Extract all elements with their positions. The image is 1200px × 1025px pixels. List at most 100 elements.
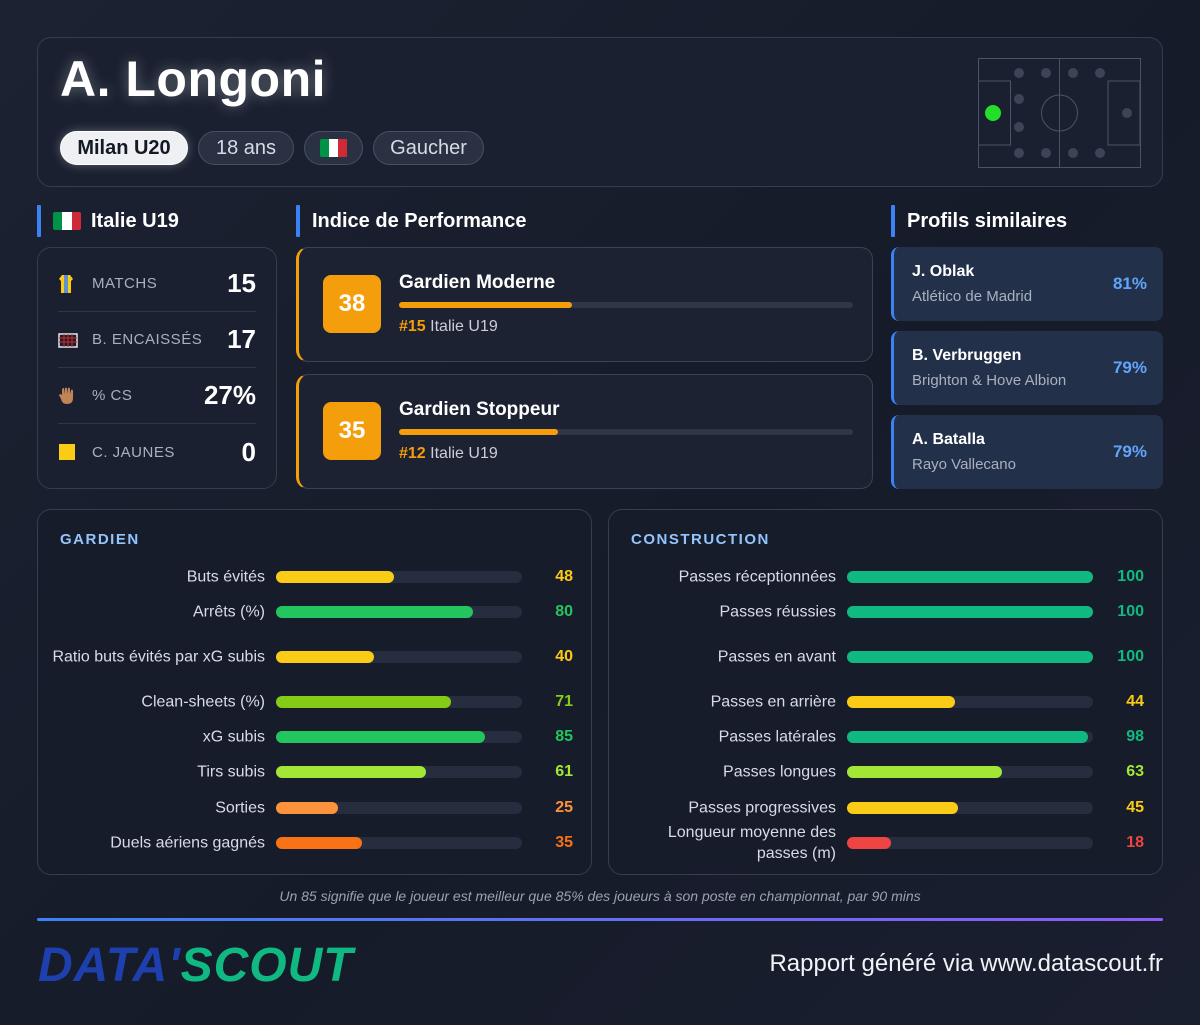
performance-rank: #12 Italie U19 (399, 445, 498, 462)
metric-row: Passes longues 63 (609, 750, 1164, 794)
metric-value: 80 (555, 603, 573, 620)
metric-row: Sorties 25 (38, 786, 593, 830)
metric-row: Tirs subis 61 (38, 750, 593, 794)
metric-label: Passes réussies (719, 603, 837, 621)
similar-profiles-title: Profils similaires (891, 205, 1067, 237)
metric-row: Passes réussies 100 (609, 590, 1164, 634)
metric-bar (847, 696, 1093, 708)
metric-value: 44 (1126, 693, 1144, 710)
performance-title: Indice de Performance (296, 205, 527, 237)
similar-player-club: Brighton & Hove Albion (912, 372, 1067, 389)
similar-player-name: B. Verbruggen (912, 347, 1022, 364)
metric-value: 45 (1126, 799, 1144, 816)
metric-row: Passes en arrière 44 (609, 680, 1164, 724)
metric-label: Passes longues (723, 763, 836, 781)
metric-bar-fill (276, 571, 395, 583)
metric-label: Buts évités (186, 568, 265, 586)
metric-bar-fill (276, 766, 427, 778)
player-name: A. Longoni (60, 51, 327, 107)
stat-row-clean-sheets: % CS 27% (58, 368, 256, 424)
similar-profile-card[interactable]: J. Oblak Atlético de Madrid 81% (891, 247, 1163, 321)
metric-label: Longueur moyenne des passes (m) (667, 824, 836, 862)
glove-icon (58, 386, 80, 406)
metric-row: Arrêts (%) 80 (38, 590, 593, 634)
national-stats-card: MATCHS 15 B. ENCAISSÉS 17 % CS 27% C. JA… (37, 247, 277, 489)
metric-value: 25 (555, 799, 573, 816)
metric-row: xG subis 85 (38, 715, 593, 759)
similar-profile-card[interactable]: A. Batalla Rayo Vallecano 79% (891, 415, 1163, 489)
metric-bar-fill (847, 766, 1002, 778)
metric-value: 100 (1117, 648, 1144, 665)
club-chip: Milan U20 (60, 131, 188, 165)
footnote: Un 85 signifie que le joueur est meilleu… (279, 888, 921, 904)
panel-title: CONSTRUCTION (631, 531, 770, 548)
metric-row: Duels aériens gagnés 35 (38, 821, 593, 865)
metric-row: Clean-sheets (%) 71 (38, 680, 593, 724)
metric-bar (276, 837, 522, 849)
footer-divider (37, 918, 1163, 921)
metric-value: 100 (1117, 568, 1144, 585)
metric-bar (276, 766, 522, 778)
construction-panel: CONSTRUCTION Passes réceptionnées 100 Pass… (608, 509, 1163, 875)
performance-card: 38 Gardien Moderne #15 Italie U19 (296, 247, 873, 362)
metric-value: 85 (555, 728, 573, 745)
metric-row: Longueur moyenne des passes (m) 18 (609, 821, 1164, 865)
performance-bar (399, 429, 853, 435)
metric-bar (276, 802, 522, 814)
metric-bar-fill (276, 606, 473, 618)
performance-bar-fill (399, 302, 572, 308)
metric-value: 100 (1117, 603, 1144, 620)
performance-bar-fill (399, 429, 558, 435)
metric-value: 35 (555, 834, 573, 851)
metric-bar-fill (276, 802, 338, 814)
metric-bar (276, 651, 522, 663)
metric-row: Ratio buts évités par xG subis 40 (38, 635, 593, 679)
similar-player-club: Rayo Vallecano (912, 456, 1016, 473)
similar-profile-card[interactable]: B. Verbruggen Brighton & Hove Albion 79% (891, 331, 1163, 405)
metric-bar-fill (847, 696, 956, 708)
metric-bar (847, 766, 1093, 778)
similar-player-club: Atlético de Madrid (912, 288, 1033, 305)
metric-row: Passes progressives 45 (609, 786, 1164, 830)
similarity-percent: 79% (1112, 358, 1147, 377)
metric-label: Passes en arrière (710, 693, 836, 711)
similarity-percent: 81% (1112, 274, 1147, 293)
performance-profile-name: Gardien Moderne (399, 272, 556, 293)
stat-row-goals-conceded: B. ENCAISSÉS 17 (58, 312, 256, 368)
performance-bar (399, 302, 853, 308)
metric-value: 98 (1126, 728, 1144, 745)
metric-label: Passes en avant (717, 648, 836, 666)
national-team-title: Italie U19 (37, 205, 179, 237)
metric-bar (276, 696, 522, 708)
metric-bar (847, 731, 1093, 743)
metric-bar-fill (276, 696, 451, 708)
metric-value: 71 (555, 693, 573, 710)
similar-player-name: J. Oblak (912, 263, 975, 280)
goal-net-icon (58, 332, 80, 348)
footer-text: Rapport généré via www.datascout.fr (769, 950, 1163, 977)
stat-row-yellow-cards: C. JAUNES 0 (58, 424, 256, 480)
performance-score-badge: 38 (323, 275, 381, 333)
metric-bar-fill (276, 651, 375, 663)
metric-label: Sorties (215, 799, 265, 817)
metric-label: xG subis (202, 728, 265, 746)
metric-row: Passes en avant 100 (609, 635, 1164, 679)
metric-label: Ratio buts évités par xG subis (52, 648, 265, 666)
metric-label: Arrêts (%) (193, 603, 265, 621)
metric-bar-fill (847, 802, 958, 814)
metric-bar-fill (276, 731, 486, 743)
metric-value: 18 (1126, 834, 1144, 851)
metric-label: Clean-sheets (%) (141, 693, 265, 711)
italy-flag-icon (53, 212, 81, 230)
metric-bar (847, 651, 1093, 663)
metric-row: Buts évités 48 (38, 555, 593, 599)
age-chip: 18 ans (198, 131, 294, 165)
metric-bar (847, 802, 1093, 814)
metric-bar (847, 606, 1093, 618)
stat-row-matches: MATCHS 15 (58, 256, 256, 312)
metric-bar (276, 571, 522, 583)
pitch-position-icon (978, 58, 1141, 168)
metric-bar (847, 837, 1093, 849)
metric-bar-fill (847, 651, 1093, 663)
metric-bar (847, 571, 1093, 583)
